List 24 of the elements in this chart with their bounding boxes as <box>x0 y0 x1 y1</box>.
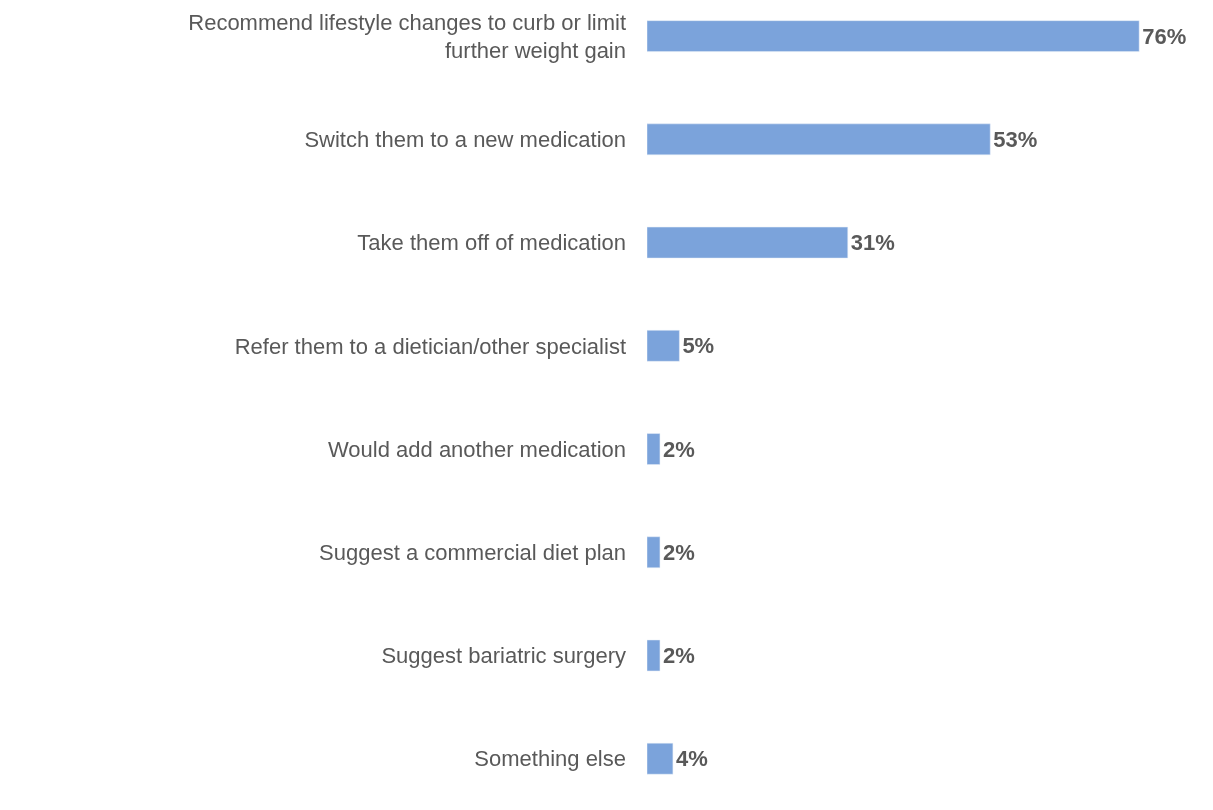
data-label: 53% <box>993 126 1038 152</box>
bar <box>647 433 661 465</box>
y-tick-label: Recommend lifestyle changes to curb or limit further weight gain <box>188 9 626 64</box>
bar <box>647 20 1140 52</box>
data-label: 2% <box>662 642 695 668</box>
y-tick-label: Switch them to a new medication <box>304 127 626 153</box>
data-label: 5% <box>682 333 715 359</box>
bar <box>647 330 680 362</box>
bar <box>647 536 661 568</box>
data-label: 76% <box>1142 23 1187 49</box>
bar <box>647 742 674 775</box>
data-label: 31% <box>850 230 895 256</box>
data-label: 2% <box>662 436 695 462</box>
y-tick-label: Suggest a commercial diet plan <box>319 539 626 565</box>
bar <box>647 226 849 259</box>
data-label: 4% <box>675 746 708 772</box>
bar <box>647 123 991 156</box>
y-tick-label: Suggest bariatric surgery <box>381 643 626 669</box>
y-tick-label: Refer them to a dietician/other specialist <box>234 333 626 359</box>
data-label: 2% <box>662 539 695 565</box>
y-tick-label: Take them off of medication <box>357 230 626 256</box>
bar <box>647 639 661 672</box>
y-tick-label: Something else <box>474 746 626 772</box>
y-tick-label: Would add another medication <box>327 436 626 462</box>
